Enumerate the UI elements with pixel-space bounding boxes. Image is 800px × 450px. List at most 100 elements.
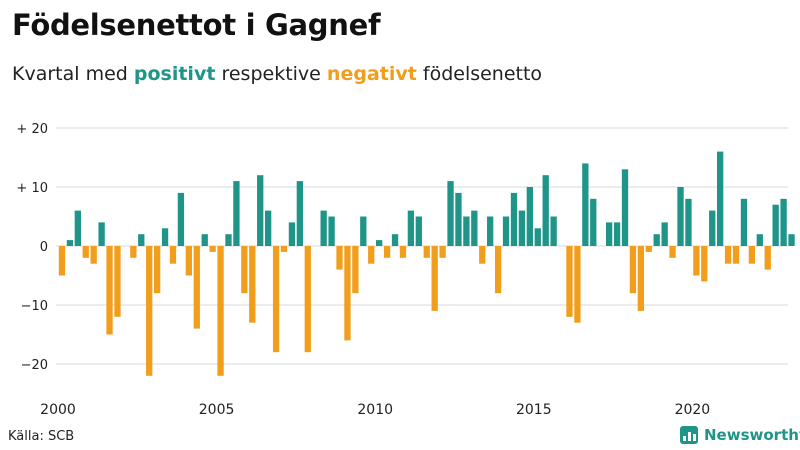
bar [177,192,185,246]
bar [423,246,430,258]
bar [360,216,367,246]
chart-subtitle: Kvartal med positivt respektive negativt… [12,63,542,85]
bar [225,234,232,246]
bar [257,175,264,246]
subtitle-positive: positivt [133,63,216,85]
bar [621,169,629,246]
bar [272,246,280,353]
bar [130,246,137,258]
bar [185,246,192,276]
bar [90,246,97,264]
bar [58,246,66,276]
bar [732,246,740,264]
bar [233,181,240,246]
x-tick-label: 2015 [516,402,552,418]
bar [344,246,351,341]
bar [383,246,391,258]
bar [209,246,216,252]
x-tick-label: 2005 [199,402,235,418]
x-tick-label: 2020 [675,402,711,418]
bar [534,228,541,246]
bar [542,175,549,246]
bar [431,246,438,311]
bar [590,198,597,246]
bar [352,246,359,294]
bar [217,246,224,376]
source-note: Källa: SCB [8,429,75,444]
bar [637,246,645,311]
bar [772,204,779,246]
bar [574,246,581,323]
y-tick-label: + 10 [16,181,48,196]
bar [471,210,478,246]
bar [518,210,526,246]
bar [669,246,676,258]
bar [788,234,795,246]
bars [58,151,795,376]
bar [74,210,81,246]
bar [106,246,113,335]
bar [304,246,311,353]
bar [566,246,573,317]
chart-title: Födelsenettot i Gagnef [12,8,381,42]
x-tick-label: 2010 [357,402,393,418]
bar [201,234,208,246]
bar [510,192,518,246]
bar [764,246,771,270]
bar [114,246,121,317]
bar [582,163,589,246]
bar [336,246,343,270]
bar [447,181,454,246]
bar [415,216,422,246]
subtitle-prefix: Kvartal med [12,63,128,85]
bar [724,246,732,264]
bar [740,198,748,246]
subtitle-middle: respektive [221,63,321,85]
bar [455,192,462,246]
bar [494,246,502,294]
bar [701,246,708,282]
bar [265,210,272,246]
y-tick-label: + 20 [16,122,48,137]
bar [479,246,486,264]
bar [605,222,613,246]
y-tick-label: −10 [21,299,48,314]
bar [756,234,763,246]
bar [161,228,169,246]
bar [780,198,787,246]
bar [748,246,756,264]
x-axis-ticks: 2000 2005 2010 2015 2020 [40,402,710,418]
bar [645,246,652,252]
bar [153,246,161,294]
bar [613,222,621,246]
bar [376,240,383,246]
bar [407,210,415,246]
bar [66,240,74,246]
bar [98,222,105,246]
bar [82,246,89,258]
bar [288,222,296,246]
bar [399,246,407,258]
x-tick-label: 2000 [40,402,76,418]
bar [320,210,327,246]
bar [296,181,304,246]
bar [391,234,399,246]
subtitle-negative: negativt [326,63,417,85]
bar [463,216,470,246]
bar [280,246,288,252]
subtitle-suffix: födelsenetto [422,63,543,85]
bar [709,210,716,246]
y-tick-label: 0 [40,240,48,255]
bar [693,246,700,276]
bar [526,187,533,246]
bar [550,216,557,246]
bar [328,216,335,246]
bar [487,216,494,246]
bar [661,222,668,246]
bar [653,234,660,246]
bar [629,246,637,294]
brand-logo: Newsworthy [680,426,800,444]
y-tick-label: −20 [21,358,48,373]
bar-chart-icon [680,426,698,444]
